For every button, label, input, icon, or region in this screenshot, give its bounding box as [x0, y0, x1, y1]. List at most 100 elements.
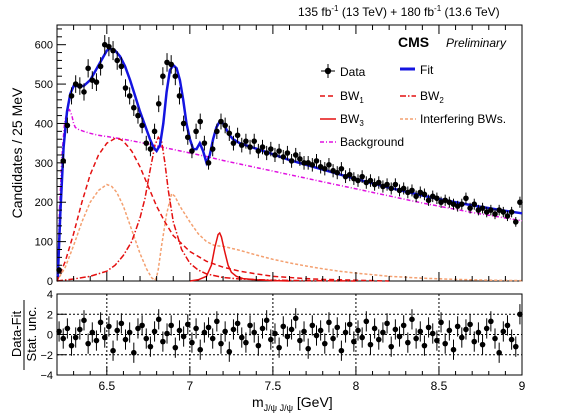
- data-point-marker: [205, 160, 212, 166]
- data-point: [458, 198, 465, 210]
- ratio-point: [280, 316, 287, 337]
- data-point: [363, 176, 370, 189]
- data-point-marker: [326, 162, 332, 168]
- data-point: [512, 217, 519, 227]
- ratio-point: [450, 339, 457, 360]
- ratio-point-marker: [330, 335, 336, 342]
- ratio-point: [351, 331, 357, 352]
- data-point-marker: [234, 132, 241, 139]
- data-point-marker: [97, 63, 104, 70]
- data-point-marker: [222, 122, 228, 129]
- data-point-marker: [77, 83, 83, 89]
- data-point: [421, 188, 428, 201]
- data-point: [301, 156, 307, 170]
- ratio-point: [122, 329, 129, 350]
- main-y-tick-label: 400: [35, 118, 53, 130]
- legend-entry-bw3: BW3: [320, 112, 364, 128]
- ratio-point: [355, 320, 361, 341]
- data-point: [346, 168, 353, 182]
- data-point-marker: [458, 201, 465, 207]
- ratio-point-marker: [488, 318, 494, 325]
- data-point: [160, 67, 166, 86]
- data-point: [126, 87, 133, 105]
- ratio-point-marker: [321, 340, 328, 347]
- ratio-point-marker: [72, 334, 79, 341]
- ratio-point: [517, 304, 523, 325]
- data-point: [508, 206, 515, 218]
- ratio-point-marker: [405, 339, 411, 346]
- ratio-point: [313, 325, 320, 346]
- data-point: [247, 139, 253, 155]
- ratio-point: [72, 327, 79, 348]
- ratio-point-marker: [517, 311, 523, 318]
- ratio-point: [338, 340, 345, 361]
- curve-bw1: [56, 137, 390, 282]
- ratio-point: [508, 329, 515, 350]
- ratio-point-marker: [184, 321, 191, 328]
- ratio-point-marker: [160, 338, 166, 345]
- ratio-point-marker: [226, 348, 233, 355]
- data-point: [263, 145, 270, 161]
- ratio-point-marker: [197, 346, 204, 353]
- data-point: [429, 190, 436, 203]
- data-point-marker: [68, 93, 75, 99]
- data-point-marker: [214, 128, 220, 135]
- data-point-marker: [396, 187, 403, 194]
- data-point-marker: [147, 146, 154, 152]
- data-point: [272, 147, 278, 163]
- ratio-point-marker: [209, 335, 216, 342]
- main-y-tick-label: 300: [35, 158, 53, 170]
- legend-entry-fit: Fit: [400, 63, 434, 77]
- ratio-point: [193, 318, 199, 339]
- data-point: [317, 160, 324, 174]
- data-point-marker: [251, 138, 258, 144]
- ratio-point: [197, 339, 204, 360]
- data-point-marker: [504, 213, 511, 219]
- data-point-marker: [64, 122, 71, 129]
- data-point: [280, 149, 287, 164]
- data-point-marker: [438, 199, 444, 206]
- data-point: [504, 210, 511, 222]
- ratio-point: [205, 317, 212, 338]
- legend-entry-background: Background: [320, 135, 404, 149]
- ratio-y-tick-label: −2: [40, 350, 53, 362]
- ratio-point: [139, 315, 145, 336]
- data-point-marker: [126, 93, 133, 99]
- data-point: [321, 162, 328, 176]
- data-point-marker: [118, 63, 125, 70]
- data-point-marker: [380, 183, 386, 190]
- ratio-point-marker: [297, 337, 303, 344]
- ratio-point-marker: [272, 330, 278, 337]
- data-point: [201, 135, 208, 151]
- data-point-marker: [413, 193, 419, 200]
- ratio-y-axis-label: Data-Fit Stat. unc.: [9, 300, 39, 370]
- data-point: [496, 204, 502, 216]
- data-point: [405, 186, 411, 199]
- main-y-tick-label: 100: [35, 237, 53, 249]
- ratio-point-marker: [400, 322, 407, 329]
- main-y-axis-label: Candidates / 25 MeV: [9, 87, 25, 218]
- data-point: [292, 147, 299, 163]
- data-point: [309, 158, 316, 172]
- ratio-point: [263, 310, 270, 331]
- ratio-point: [222, 321, 228, 342]
- data-point-marker: [226, 130, 233, 137]
- data-point: [434, 192, 440, 204]
- data-point-marker: [317, 163, 324, 170]
- ratio-point: [106, 316, 112, 337]
- ratio-point-marker: [135, 325, 141, 332]
- ratio-point: [359, 327, 365, 348]
- data-point: [234, 127, 241, 143]
- data-point: [243, 133, 249, 149]
- ratio-point-marker: [396, 333, 403, 340]
- data-point: [184, 129, 191, 145]
- ratio-point: [234, 313, 241, 334]
- ratio-point: [60, 328, 67, 349]
- ratio-point: [467, 314, 473, 335]
- data-point: [371, 178, 378, 191]
- ratio-point: [301, 321, 307, 342]
- ratio-point-marker: [458, 334, 465, 341]
- ratio-point: [77, 319, 83, 340]
- data-point-marker: [56, 267, 62, 273]
- data-point-marker: [272, 152, 278, 158]
